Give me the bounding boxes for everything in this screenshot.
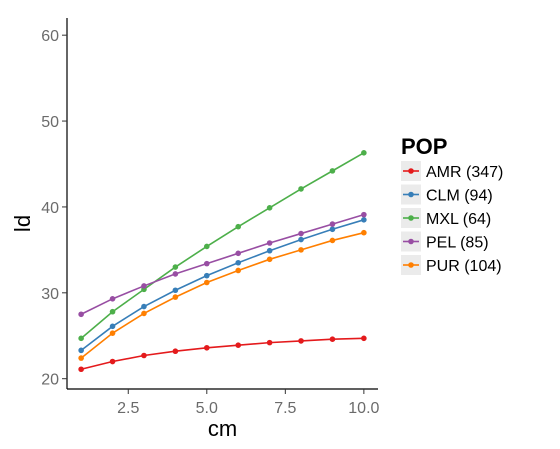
legend-label: AMR (347) (426, 164, 503, 181)
data-point (361, 150, 367, 156)
data-point (329, 237, 336, 244)
data-point (361, 229, 367, 236)
series-1 (78, 217, 367, 354)
data-point (361, 335, 367, 342)
data-point (266, 240, 273, 246)
data-point (203, 272, 210, 279)
legend-key-point (408, 238, 414, 245)
y-tick-label: 20 (41, 372, 59, 389)
x-axis-title: cm (208, 416, 237, 441)
data-point (172, 271, 179, 277)
data-point (141, 303, 147, 310)
data-point (266, 247, 273, 254)
data-point (172, 264, 179, 270)
series-line (80, 337, 364, 371)
data-point (298, 230, 304, 237)
data-point (78, 347, 84, 354)
y-tick-label: 40 (41, 200, 59, 217)
legend-item: MXL (64) (401, 208, 491, 228)
data-point (329, 168, 336, 174)
data-point (298, 186, 304, 192)
data-point (361, 217, 367, 223)
legend-key-point (408, 168, 414, 174)
data-point (109, 323, 116, 330)
legend-key-point (408, 191, 414, 198)
data-point (141, 310, 147, 317)
data-point (266, 339, 273, 346)
data-point (78, 335, 84, 342)
series-3 (78, 211, 367, 318)
data-point (78, 311, 84, 318)
series-line (80, 152, 365, 339)
data-point (109, 358, 116, 365)
data-point (235, 259, 242, 266)
legend-item: PUR (104) (401, 255, 502, 275)
series-layer (78, 150, 367, 373)
data-point (203, 243, 210, 250)
legend-label: CLM (94) (426, 188, 493, 205)
y-tick-label: 60 (41, 28, 59, 45)
data-point (172, 294, 179, 300)
x-tick-label: 5.0 (196, 400, 218, 417)
y-tick-label: 50 (41, 114, 59, 131)
data-point (235, 342, 242, 349)
legend-title: POP (401, 134, 447, 159)
data-point (109, 308, 116, 315)
series-4 (78, 229, 367, 361)
data-point (329, 221, 336, 227)
axes: 20 30 40 50 60 2.5 5.0 7.5 10.0 cm ld (10, 18, 380, 441)
series-0 (78, 335, 367, 373)
data-point (266, 204, 273, 211)
legend-item: CLM (94) (401, 184, 493, 205)
data-point (235, 223, 242, 230)
legend-key-point (408, 215, 414, 221)
x-tick-label: 10.0 (348, 400, 379, 417)
data-point (203, 344, 210, 351)
series-line (80, 219, 365, 351)
x-tick-label: 2.5 (117, 400, 139, 417)
legend-label: MXL (64) (426, 211, 491, 228)
data-point (329, 336, 336, 342)
data-point (235, 267, 242, 274)
series-line (80, 231, 365, 359)
data-point (361, 211, 367, 218)
data-point (266, 256, 273, 263)
series-2 (78, 150, 367, 342)
y-tick-label: 30 (41, 286, 59, 303)
legend-item: PEL (85) (401, 231, 489, 252)
data-point (298, 236, 304, 243)
data-point (109, 296, 116, 302)
data-point (203, 279, 210, 286)
legend-label: PEL (85) (426, 235, 489, 252)
data-point (109, 330, 116, 336)
data-point (203, 260, 210, 267)
data-point (141, 283, 147, 289)
data-point (78, 355, 84, 361)
data-point (172, 348, 179, 355)
legend-label: PUR (104) (426, 258, 502, 275)
data-point (235, 250, 242, 257)
data-point (78, 366, 84, 373)
data-point (141, 352, 147, 359)
data-point (172, 287, 179, 294)
data-point (298, 247, 304, 253)
series-line (80, 213, 365, 315)
legend: POP AMR (347) CLM (94) MXL (64) PEL (85) PUR … (401, 134, 503, 275)
legend-key-point (408, 262, 414, 268)
x-tick-label: 7.5 (274, 400, 296, 417)
legend-item: AMR (347) (401, 161, 503, 181)
data-point (329, 226, 336, 233)
data-point (298, 338, 304, 344)
y-axis-title: ld (10, 215, 35, 232)
